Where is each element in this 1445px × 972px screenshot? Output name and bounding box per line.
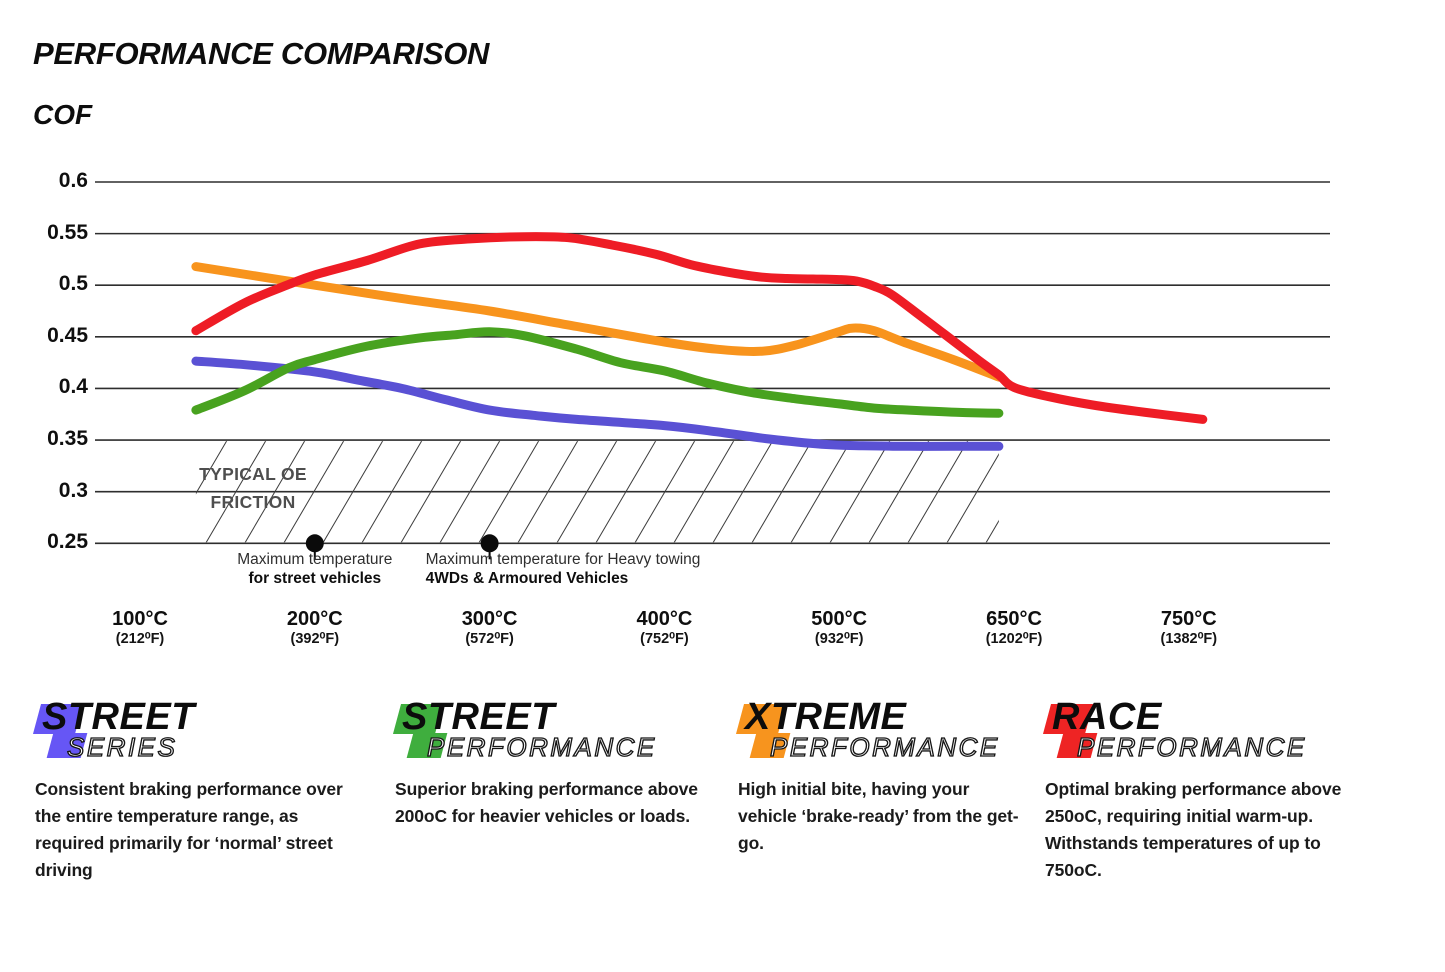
legend-word1: RACE <box>1052 696 1162 738</box>
annotation-line2: for street vehicles <box>248 569 382 587</box>
oe-label-line1: TYPICAL OE <box>199 464 307 484</box>
x-axis-tick: 750°C (1382⁰F) <box>1101 607 1277 648</box>
series-line-street-series <box>191 356 1004 451</box>
marker-dot <box>480 534 499 553</box>
x-tick-fahrenheit: (932⁰F) <box>814 631 864 647</box>
hatch-line <box>751 441 813 543</box>
x-axis-tick: 400°C (752⁰F) <box>576 607 752 648</box>
legend-street-performance: STREET PERFORMANCE Superior braking perfor… <box>392 696 717 830</box>
hatch-line <box>595 441 657 543</box>
hatch-line <box>478 441 540 543</box>
x-tick-celsius: 650°C <box>986 608 1042 630</box>
legend-word2: SERIES <box>66 732 178 762</box>
brand-logo-xtreme-performance: XTREME PERFORMANCE <box>735 696 1030 764</box>
y-axis-tick-label: 0.5 <box>58 272 88 296</box>
x-tick-celsius: 100°C <box>112 608 168 630</box>
x-axis-tick: 650°C (1202⁰F) <box>926 607 1102 648</box>
marker-dot <box>305 534 324 553</box>
legend-word1: STREET <box>42 696 195 738</box>
hatch-line <box>790 441 852 543</box>
legend-word1: XTREME <box>745 696 907 738</box>
typical-oe-friction-label: TYPICAL OE FRICTION <box>190 460 316 516</box>
x-tick-fahrenheit: (1382⁰F) <box>1160 631 1218 647</box>
brand-logo-race-performance: RACE PERFORMANCE <box>1042 696 1370 764</box>
legend-word2: PERFORMANCE <box>426 732 657 762</box>
typical-oe-friction-zone <box>195 441 999 543</box>
y-axis-tick-label: 0.6 <box>58 169 88 192</box>
x-tick-celsius: 750°C <box>1160 608 1217 630</box>
brand-logo-street-series: STREET SERIES <box>32 696 365 764</box>
legend-race-performance: RACE PERFORMANCE Optimal braking performan… <box>1042 696 1370 884</box>
series-line-street-performance <box>191 327 1004 418</box>
x-axis-tick: 100°C (212⁰F) <box>52 607 228 648</box>
y-axis-tick-label: 0.45 <box>47 323 88 347</box>
x-axis-tick: 300°C (572⁰F) <box>402 607 578 648</box>
hatch-line <box>322 441 384 543</box>
legend-word2: PERFORMANCE <box>1076 732 1307 762</box>
max-temperature-annotation: Maximum temperature for street vehicles <box>165 551 465 588</box>
hatch-line <box>244 441 306 543</box>
y-axis-title: COF <box>33 99 93 130</box>
hatch-line <box>829 441 891 543</box>
hatch-line <box>907 441 969 543</box>
legend-description: Consistent braking performance over the … <box>35 779 343 880</box>
annotation-line2: 4WDs & Armoured Vehicles <box>425 569 629 587</box>
x-tick-celsius: 500°C <box>811 608 868 630</box>
x-tick-fahrenheit: (212⁰F) <box>115 631 165 647</box>
series-line-xtreme-performance <box>191 262 1004 382</box>
x-tick-fahrenheit: (392⁰F) <box>290 631 340 647</box>
legend-xtreme-performance: XTREME PERFORMANCE High initial bite, havi… <box>735 696 1030 857</box>
y-axis-tick-label: 0.4 <box>58 375 88 399</box>
x-tick-celsius: 300°C <box>461 608 518 630</box>
x-tick-fahrenheit: (572⁰F) <box>465 631 514 647</box>
x-tick-celsius: 400°C <box>636 608 693 630</box>
hatch-line <box>673 441 735 543</box>
x-tick-fahrenheit: (752⁰F) <box>640 631 689 647</box>
hatch-line <box>361 441 423 543</box>
y-axis-tick-label: 0.3 <box>58 478 88 502</box>
x-tick-celsius: 200°C <box>286 608 343 630</box>
hatch-line <box>712 441 774 543</box>
page-title: PERFORMANCE COMPARISON <box>33 36 490 71</box>
x-tick-fahrenheit: (1202⁰F) <box>985 631 1043 647</box>
legend-description: High initial bite, having your vehicle ‘… <box>738 779 1019 853</box>
x-axis-tick: 500°C (932⁰F) <box>751 607 927 648</box>
x-axis-tick: 200°C (392⁰F) <box>227 607 403 648</box>
legend-street-series: STREET SERIES Consistent braking performan… <box>32 696 365 884</box>
hatch-line <box>439 441 501 543</box>
oe-label-line2: FRICTION <box>210 492 296 512</box>
legend-word1: STREET <box>402 696 555 738</box>
brand-logo-street-performance: STREET PERFORMANCE <box>392 696 717 764</box>
hatch-line <box>946 453 999 543</box>
legend-description: Optimal braking performance above 250oC,… <box>1045 779 1342 880</box>
y-axis-tick-label: 0.55 <box>47 220 88 244</box>
hatch-line <box>985 519 999 543</box>
series-line-race-performance <box>191 232 1208 424</box>
hatch-line <box>205 441 267 543</box>
y-axis-tick-label: 0.25 <box>47 530 88 554</box>
hatch-line <box>195 441 228 495</box>
legend-description: Superior braking performance above 200oC… <box>395 779 698 826</box>
hatch-line <box>868 441 930 543</box>
hatch-line <box>517 441 579 543</box>
max-temperature-annotation: Maximum temperature for Heavy towing 4WDs… <box>426 551 756 588</box>
hatch-line <box>283 441 345 543</box>
hatch-line <box>400 441 462 543</box>
y-axis-tick-label: 0.35 <box>47 427 88 451</box>
legend-word2: PERFORMANCE <box>769 732 1000 762</box>
hatch-line <box>556 441 618 543</box>
annotation-line1: Maximum temperature <box>237 551 393 568</box>
hatch-line <box>634 441 696 543</box>
annotation-line1: Maximum temperature for Heavy towing <box>425 551 701 568</box>
